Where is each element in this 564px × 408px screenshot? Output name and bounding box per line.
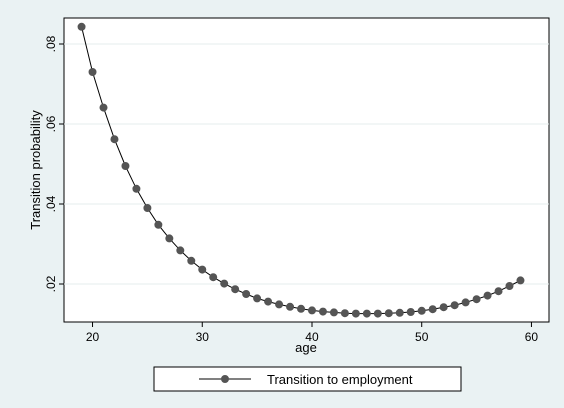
data-point: [275, 300, 284, 309]
data-point: [395, 308, 404, 317]
data-point: [428, 305, 437, 314]
data-point: [362, 309, 371, 318]
y-axis-label: Transition probability: [28, 110, 43, 230]
data-point: [187, 256, 196, 265]
data-point: [483, 291, 492, 300]
data-point: [242, 290, 251, 298]
data-point: [253, 294, 262, 303]
data-point: [494, 287, 503, 296]
data-point: [307, 306, 316, 315]
data-point: [461, 298, 470, 307]
data-point: [165, 234, 174, 243]
y-tick-label: .08: [44, 35, 58, 52]
data-point: [264, 297, 273, 306]
data-point: [439, 303, 448, 312]
data-point: [110, 135, 119, 144]
x-axis-label: age: [295, 340, 317, 355]
data-point: [340, 309, 349, 318]
x-tick-label: 20: [86, 330, 100, 344]
y-tick-label: .06: [44, 115, 58, 132]
data-point: [77, 22, 86, 31]
data-point: [472, 295, 481, 304]
data-point: [297, 304, 306, 313]
data-point: [351, 309, 360, 318]
data-point: [154, 220, 163, 229]
data-point: [231, 285, 240, 294]
data-point: [318, 307, 327, 316]
data-point: [99, 103, 108, 112]
data-point: [516, 276, 525, 285]
series-layer: [77, 22, 525, 318]
data-point: [176, 246, 185, 255]
legend: Transition to employment: [153, 366, 462, 392]
legend-label: Transition to employment: [267, 372, 413, 387]
data-point: [417, 306, 426, 315]
legend-marker: [221, 375, 229, 383]
axes: .02 .04 .06 .08 20 30 40 50 60: [44, 35, 538, 344]
data-point: [384, 309, 393, 318]
x-tick-label: 40: [305, 330, 319, 344]
data-point: [220, 279, 229, 288]
data-point: [406, 308, 415, 316]
data-point: [88, 68, 97, 76]
data-point: [505, 282, 514, 290]
data-point: [450, 301, 459, 310]
x-tick-label: 30: [196, 330, 210, 344]
x-tick-label: 50: [415, 330, 429, 344]
x-tick-label: 60: [525, 330, 539, 344]
data-point: [329, 308, 338, 317]
plot-area: [63, 17, 550, 323]
data-point: [209, 273, 218, 282]
data-point: [198, 265, 207, 274]
data-point: [286, 302, 295, 311]
data-point: [373, 309, 382, 318]
y-tick-label: .04: [44, 195, 58, 212]
data-point: [132, 184, 141, 193]
data-point: [143, 204, 152, 212]
y-tick-label: .02: [44, 275, 58, 292]
data-point: [121, 162, 130, 170]
